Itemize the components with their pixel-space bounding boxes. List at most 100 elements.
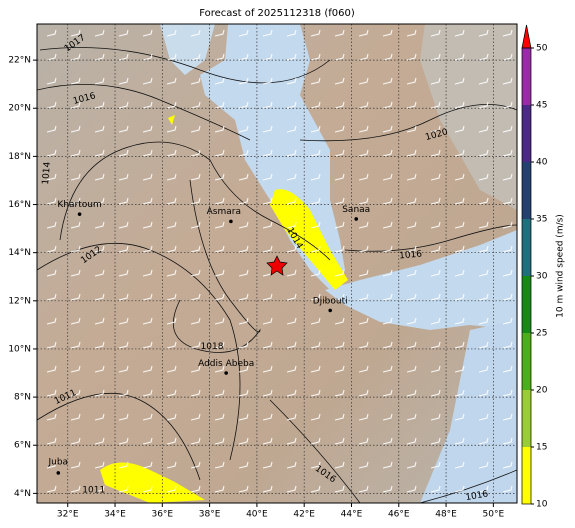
wind-barb [286, 269, 297, 277]
x-tick-label: 48°E [435, 510, 457, 520]
city-dot [224, 371, 228, 375]
wind-barb [166, 197, 177, 205]
wind-barb [454, 29, 465, 37]
x-tick-label: 40°E [246, 510, 268, 520]
wind-barb [502, 461, 513, 469]
isobar [172, 179, 261, 353]
wind-barb [70, 245, 81, 253]
wind-barb [286, 389, 297, 397]
wind-barb [70, 461, 81, 469]
wind-barb [502, 293, 513, 301]
wind-barb [118, 197, 129, 205]
wind-barb [166, 149, 177, 157]
wind-barb [118, 173, 129, 181]
wind-barb [190, 269, 201, 277]
wind-barb [430, 437, 441, 445]
colorbar-tick-label: 10 [536, 500, 548, 510]
wind-barb [310, 77, 321, 85]
wind-barb [70, 389, 81, 397]
colorbar-tick-label: 15 [536, 443, 547, 453]
wind-barb [214, 269, 225, 277]
wind-barb [286, 461, 297, 469]
wind-barb [142, 341, 153, 349]
wind-barb [430, 149, 441, 157]
wind-barb [190, 149, 201, 157]
wind-barb [94, 245, 105, 253]
wind-barb [430, 317, 441, 325]
wind-barb [382, 29, 393, 37]
wind-barb [94, 341, 105, 349]
wind-barb [166, 245, 177, 253]
wind-barb [478, 173, 489, 181]
wind-barb [94, 77, 105, 85]
wind-barb [214, 101, 225, 109]
wind-barb [430, 245, 441, 253]
y-tick-label: 8°N [14, 393, 31, 403]
wind-barb [310, 173, 321, 181]
colorbar-extension [521, 24, 532, 49]
wind-barb [214, 461, 225, 469]
wind-barb [70, 293, 81, 301]
wind-barb [502, 29, 513, 37]
wind-barb [190, 197, 201, 205]
wind-barb [286, 245, 297, 253]
wind-barb [166, 293, 177, 301]
wind-barb [94, 269, 105, 277]
wind-barb [454, 413, 465, 421]
wind-barb [310, 461, 321, 469]
wind-barb [358, 365, 369, 373]
wind-barb [406, 53, 417, 61]
wind-barb [334, 197, 345, 205]
wind-barb [190, 125, 201, 133]
wind-barb [262, 461, 273, 469]
wind-barb [502, 245, 513, 253]
y-tick-label: 10°N [8, 344, 31, 354]
wind-barb [454, 197, 465, 205]
wind-barb [334, 29, 345, 37]
wind-barb [478, 461, 489, 469]
wind-barb [142, 365, 153, 373]
isobar-label: 1011 [82, 485, 105, 495]
wind-barb [214, 293, 225, 301]
colorbar-segment [522, 447, 531, 504]
wind-barb [478, 389, 489, 397]
wind-barb [46, 101, 57, 109]
wind-barb [286, 125, 297, 133]
wind-barb [310, 149, 321, 157]
wind-barb [430, 125, 441, 133]
wind-barb [214, 485, 225, 493]
wind-barb [238, 245, 249, 253]
wind-barb [190, 317, 201, 325]
wind-barb [502, 173, 513, 181]
wind-barb [46, 221, 57, 229]
wind-barb [214, 125, 225, 133]
wind-barb [238, 77, 249, 85]
wind-barb [406, 461, 417, 469]
isobar [344, 224, 517, 252]
wind-barb [286, 365, 297, 373]
indian-ocean [420, 320, 517, 503]
wind-barb [310, 53, 321, 61]
wind-barb [238, 389, 249, 397]
wind-barb [310, 413, 321, 421]
city-label: Addis Abeba [198, 359, 254, 369]
city-dot [354, 217, 359, 221]
city-label: Sanaa [342, 205, 370, 215]
wind-barb [262, 437, 273, 445]
colorbar-tick-label: 30 [536, 272, 548, 282]
wind-barb [70, 365, 81, 373]
wind-barb [190, 485, 201, 493]
wind-barb [382, 461, 393, 469]
wind-barb [478, 101, 489, 109]
wind-barb [358, 221, 369, 229]
wind-barb [382, 149, 393, 157]
wind-barb [118, 221, 129, 229]
wind-barb [46, 125, 57, 133]
wind-barb [214, 341, 225, 349]
map-frame [36, 23, 518, 504]
wind-barb [286, 101, 297, 109]
wind-barb [46, 389, 57, 397]
wind-barb [94, 101, 105, 109]
wind-barb [406, 101, 417, 109]
wind-barb [430, 365, 441, 373]
